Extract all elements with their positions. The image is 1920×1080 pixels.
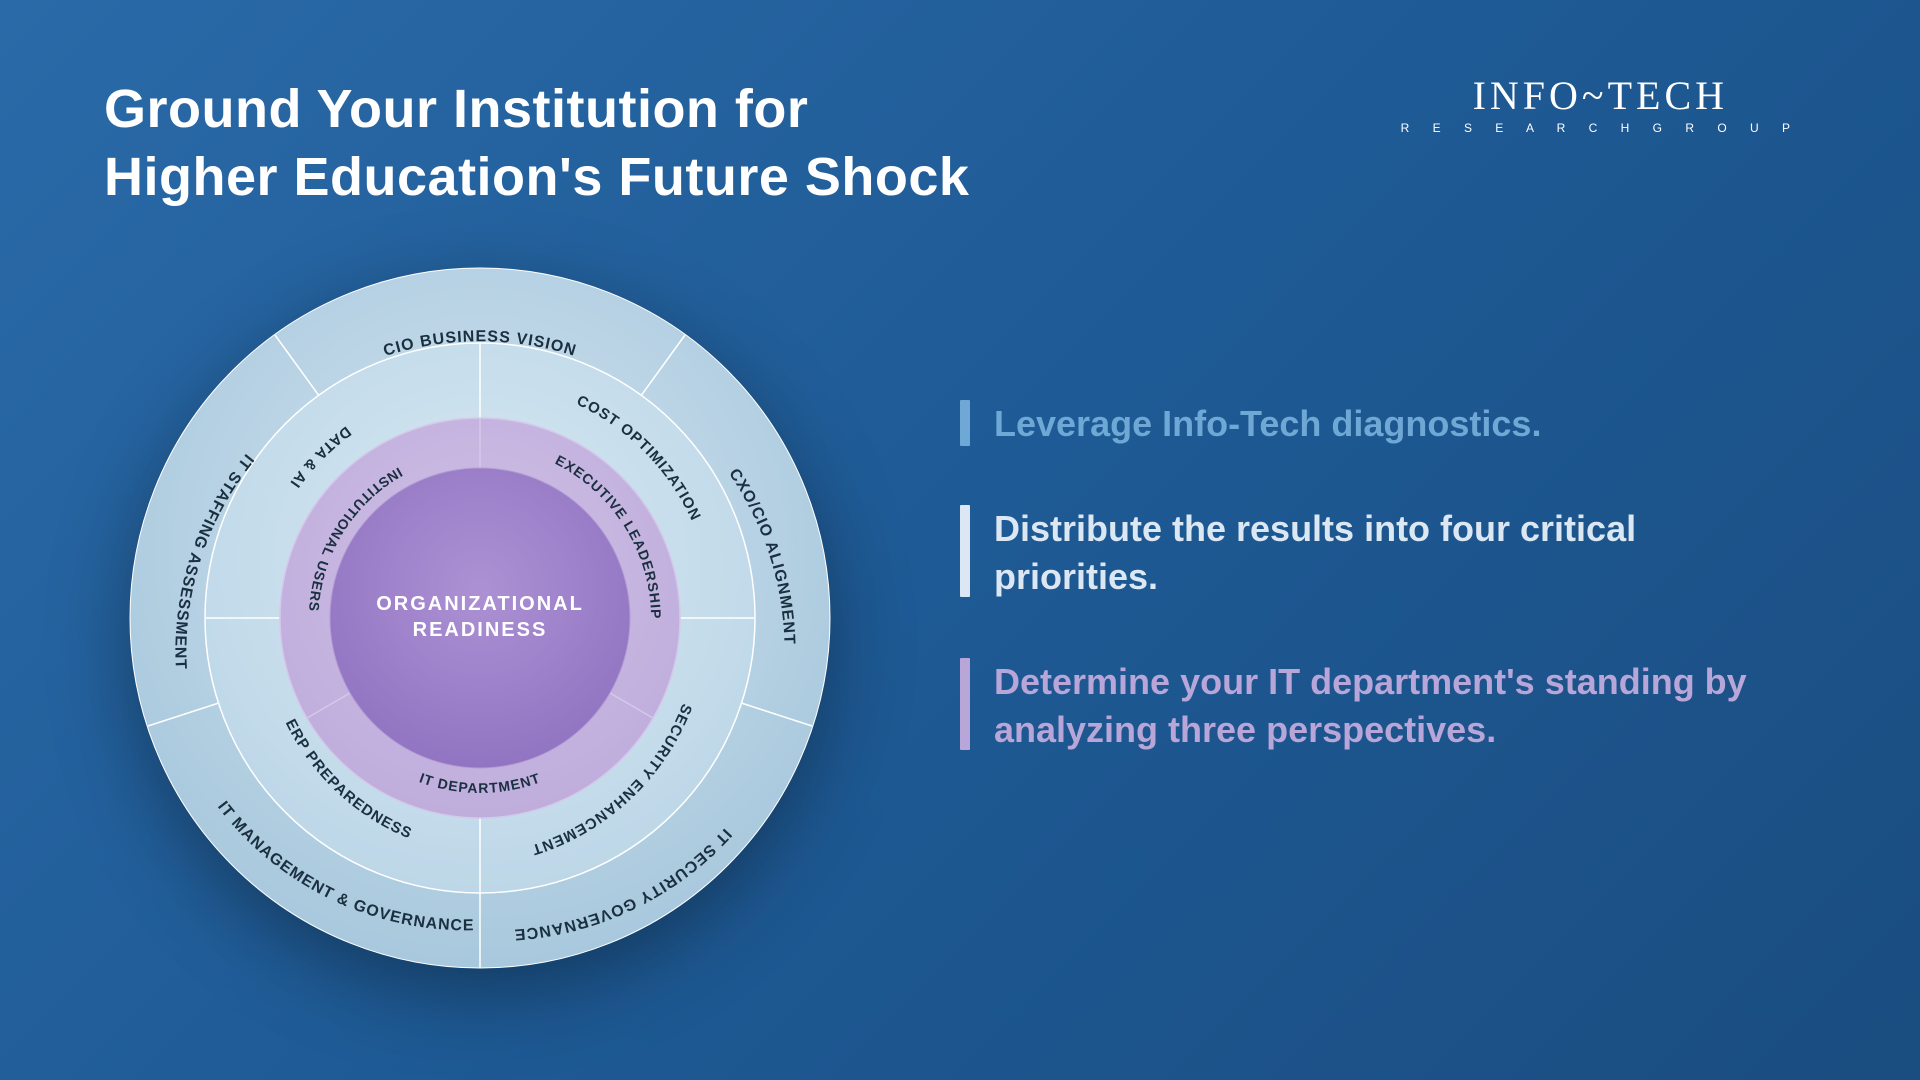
- center-circle: [330, 468, 630, 768]
- brand-logo: INFO~TECH R E S E A R C H G R O U P: [1401, 72, 1800, 135]
- readiness-wheel-diagram: ORGANIZATIONAL READINESS CIO BUSINESS VI…: [110, 248, 850, 988]
- bullet-1: Distribute the results into four critica…: [960, 505, 1800, 602]
- bullet-text-0: Leverage Info-Tech diagnostics.: [994, 400, 1541, 449]
- bullet-bar-1: [960, 505, 970, 597]
- bullet-bar-2: [960, 658, 970, 750]
- title-line-1: Ground Your Institution for: [104, 76, 969, 144]
- bullet-text-2: Determine your IT department's standing …: [994, 658, 1800, 755]
- logo-sub-text: R E S E A R C H G R O U P: [1401, 121, 1800, 135]
- title-line-2: Higher Education's Future Shock: [104, 144, 969, 212]
- logo-main-text: INFO~TECH: [1401, 72, 1800, 119]
- center-label-1: ORGANIZATIONAL: [376, 593, 584, 615]
- bullet-list: Leverage Info-Tech diagnostics. Distribu…: [960, 400, 1800, 755]
- bullet-bar-0: [960, 400, 970, 446]
- page-title: Ground Your Institution for Higher Educa…: [104, 76, 969, 211]
- center-label-2: READINESS: [413, 619, 548, 641]
- bullet-2: Determine your IT department's standing …: [960, 658, 1800, 755]
- bullet-text-1: Distribute the results into four critica…: [994, 505, 1800, 602]
- bullet-0: Leverage Info-Tech diagnostics.: [960, 400, 1800, 449]
